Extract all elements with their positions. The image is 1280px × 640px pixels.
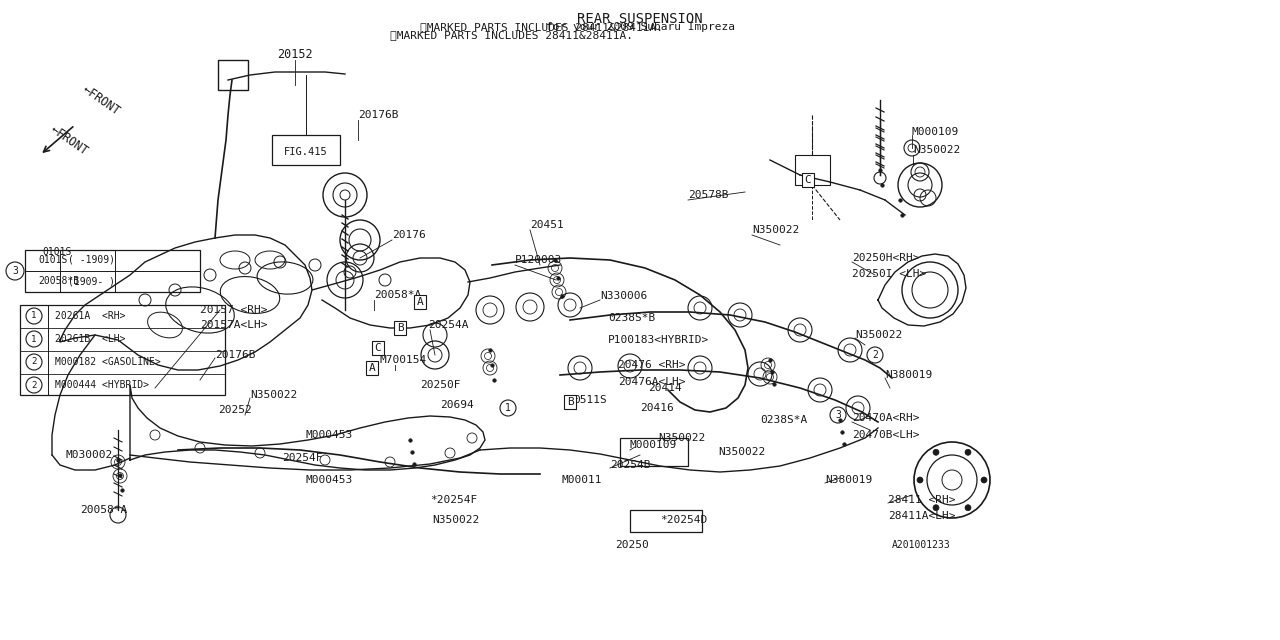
Text: FIG.415: FIG.415 bbox=[284, 147, 328, 157]
Text: ←FRONT: ←FRONT bbox=[79, 83, 123, 118]
Text: B: B bbox=[567, 397, 573, 407]
Circle shape bbox=[916, 477, 923, 483]
Text: N350022: N350022 bbox=[718, 447, 765, 457]
Text: 20451: 20451 bbox=[530, 220, 563, 230]
Text: REAR SUSPENSION: REAR SUSPENSION bbox=[577, 12, 703, 26]
Text: 20250H<RH>: 20250H<RH> bbox=[852, 253, 919, 263]
Text: P120003: P120003 bbox=[515, 255, 562, 265]
Text: 20252: 20252 bbox=[218, 405, 252, 415]
Bar bbox=[795, 155, 829, 185]
Text: 20261A  <RH>: 20261A <RH> bbox=[55, 311, 125, 321]
Text: 0511S: 0511S bbox=[573, 395, 607, 405]
Text: 20250F: 20250F bbox=[420, 380, 461, 390]
Text: 20476 <RH>: 20476 <RH> bbox=[618, 360, 686, 370]
Text: 20470A<RH>: 20470A<RH> bbox=[852, 413, 919, 423]
Text: 20416: 20416 bbox=[640, 403, 673, 413]
Text: 20578B: 20578B bbox=[689, 190, 728, 200]
Text: M000453: M000453 bbox=[305, 475, 352, 485]
Text: N350022: N350022 bbox=[433, 515, 479, 525]
Bar bbox=[273, 135, 340, 165]
Text: M000182 <GASOLINE>: M000182 <GASOLINE> bbox=[55, 357, 161, 367]
Bar bbox=[20, 305, 225, 395]
Text: 0238S*A: 0238S*A bbox=[760, 415, 808, 425]
Text: M030002: M030002 bbox=[65, 450, 113, 460]
Text: 0101S: 0101S bbox=[38, 255, 68, 265]
Text: 20152: 20152 bbox=[278, 49, 312, 61]
Text: N350022: N350022 bbox=[658, 433, 705, 443]
Text: N380019: N380019 bbox=[826, 475, 872, 485]
Text: 20254A: 20254A bbox=[428, 320, 468, 330]
Text: ※MARKED PARTS INCLUDES 28411&28411A.: ※MARKED PARTS INCLUDES 28411&28411A. bbox=[420, 22, 663, 32]
Bar bbox=[620, 438, 689, 466]
Text: (1909- ): (1909- ) bbox=[68, 276, 115, 286]
Text: 20476A<LH>: 20476A<LH> bbox=[618, 377, 686, 387]
Text: 20176B: 20176B bbox=[215, 350, 256, 360]
Text: 20176B: 20176B bbox=[358, 110, 398, 120]
Text: P100183<HYBRID>: P100183<HYBRID> bbox=[608, 335, 709, 345]
Bar bbox=[630, 510, 701, 532]
Circle shape bbox=[933, 505, 940, 511]
Text: 20694: 20694 bbox=[440, 400, 474, 410]
Text: *20254F: *20254F bbox=[430, 495, 477, 505]
Text: C: C bbox=[805, 175, 812, 185]
Text: N350022: N350022 bbox=[250, 390, 297, 400]
Text: A: A bbox=[416, 297, 424, 307]
Text: 1: 1 bbox=[31, 335, 37, 344]
Text: 20470B<LH>: 20470B<LH> bbox=[852, 430, 919, 440]
Text: 2: 2 bbox=[31, 358, 37, 367]
Text: *20254D: *20254D bbox=[660, 515, 708, 525]
Text: 0238S*B: 0238S*B bbox=[608, 313, 655, 323]
Text: M000444 <HYBRID>: M000444 <HYBRID> bbox=[55, 380, 148, 390]
Text: ←FRONT: ←FRONT bbox=[49, 122, 91, 157]
Text: N330006: N330006 bbox=[600, 291, 648, 301]
Text: 20250: 20250 bbox=[614, 540, 649, 550]
Circle shape bbox=[965, 505, 972, 511]
Text: N350022: N350022 bbox=[753, 225, 799, 235]
Text: 3: 3 bbox=[835, 410, 841, 420]
Text: M000109: M000109 bbox=[630, 440, 677, 450]
Text: 28411 <RH>: 28411 <RH> bbox=[888, 495, 955, 505]
Text: A: A bbox=[369, 363, 375, 373]
Text: ※MARKED PARTS INCLUDES 28411&28411A.: ※MARKED PARTS INCLUDES 28411&28411A. bbox=[390, 30, 634, 40]
Text: A201001233: A201001233 bbox=[892, 540, 951, 550]
Text: M000109: M000109 bbox=[911, 127, 959, 137]
Text: 28411A<LH>: 28411A<LH> bbox=[888, 511, 955, 521]
Text: 20058*A: 20058*A bbox=[374, 290, 421, 300]
Text: 20254F: 20254F bbox=[282, 453, 323, 463]
Text: 20176: 20176 bbox=[392, 230, 426, 240]
Text: N350022: N350022 bbox=[855, 330, 902, 340]
Text: 20254B: 20254B bbox=[611, 460, 650, 470]
Text: 3: 3 bbox=[12, 266, 18, 276]
Text: M00011: M00011 bbox=[562, 475, 603, 485]
Text: 2: 2 bbox=[31, 381, 37, 390]
Text: N350022: N350022 bbox=[913, 145, 960, 155]
Text: 1: 1 bbox=[506, 403, 511, 413]
Circle shape bbox=[965, 449, 972, 455]
Text: ( -1909): ( -1909) bbox=[68, 255, 115, 265]
Text: 20058*A: 20058*A bbox=[79, 505, 127, 515]
Text: 20058*B: 20058*B bbox=[38, 276, 79, 286]
Bar bbox=[218, 60, 248, 90]
Text: N380019: N380019 bbox=[884, 370, 932, 380]
Text: 20157A<LH>: 20157A<LH> bbox=[200, 320, 268, 330]
Circle shape bbox=[933, 449, 940, 455]
Text: C: C bbox=[375, 343, 381, 353]
Text: M700154: M700154 bbox=[380, 355, 428, 365]
Circle shape bbox=[980, 477, 987, 483]
Text: 20414: 20414 bbox=[648, 383, 682, 393]
Text: 0101S: 0101S bbox=[42, 247, 72, 257]
Text: B: B bbox=[397, 323, 403, 333]
Text: 20261B  <LH>: 20261B <LH> bbox=[55, 334, 125, 344]
Bar bbox=[26, 250, 200, 292]
Text: 20250I <LH>: 20250I <LH> bbox=[852, 269, 927, 279]
Text: 2: 2 bbox=[872, 350, 878, 360]
Text: 20157 <RH>: 20157 <RH> bbox=[200, 305, 268, 315]
Text: for your 2009 Subaru Impreza: for your 2009 Subaru Impreza bbox=[545, 22, 735, 32]
Text: 1: 1 bbox=[31, 312, 37, 321]
Text: M000453: M000453 bbox=[305, 430, 352, 440]
